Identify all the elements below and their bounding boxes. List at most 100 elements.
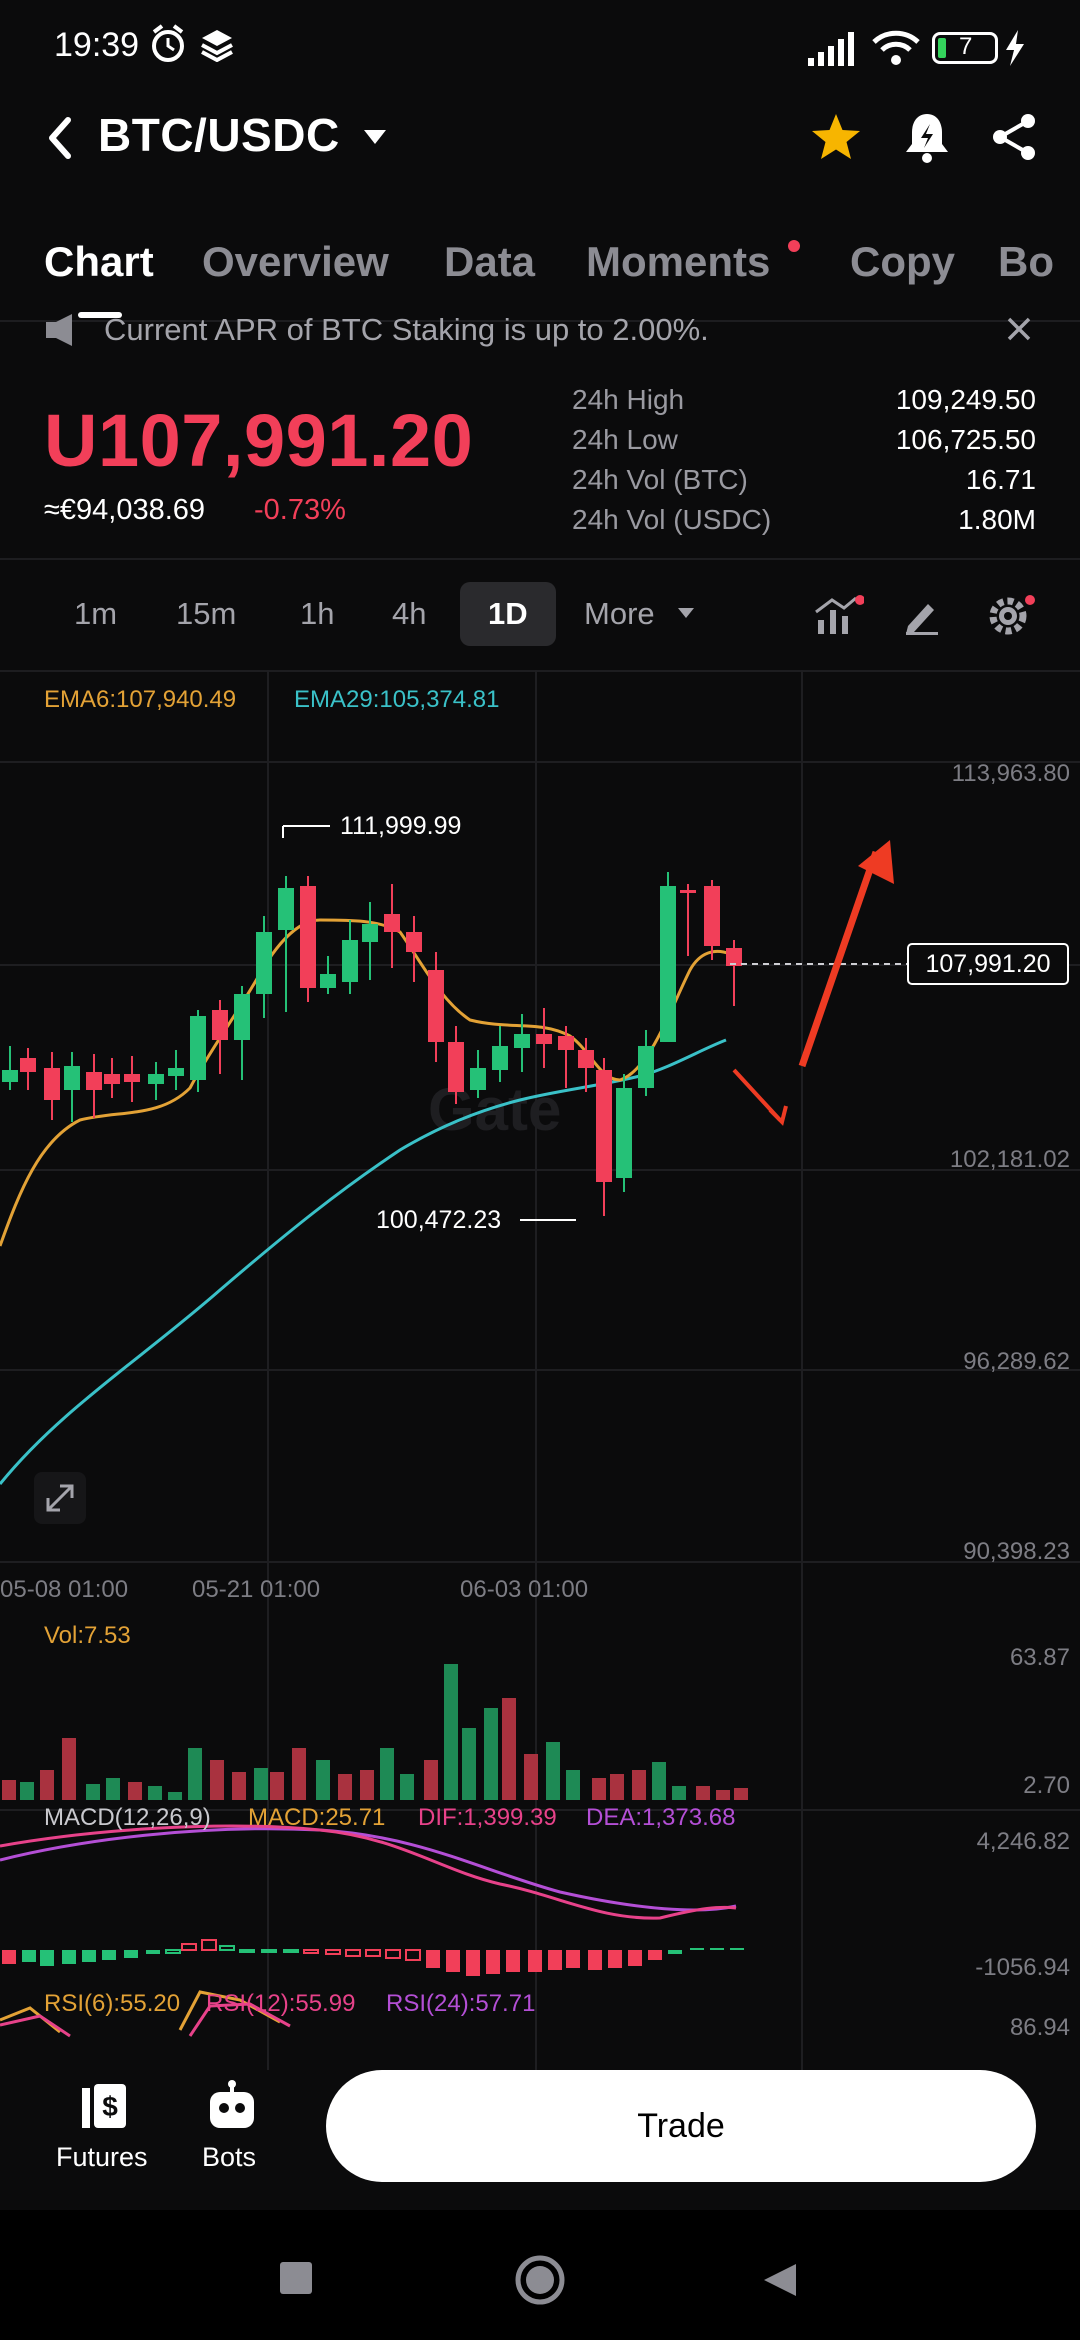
macd-hist-bar [466,1950,480,1976]
macd-histogram [2,1939,744,1976]
futures-label[interactable]: Futures [56,2142,148,2172]
section-divider [0,670,1080,672]
candle-body [190,1016,206,1080]
favorite-star-icon[interactable] [810,112,862,162]
status-time: 19:39 [54,26,140,64]
tab-copy[interactable]: Copy [850,238,955,285]
macd-hist-bar [40,1950,54,1966]
macd-hist-bar [648,1950,662,1960]
tab-bots[interactable]: Bo [998,238,1054,285]
home-icon[interactable] [514,2254,566,2306]
candle-body [704,886,720,946]
volume-bar [128,1782,142,1800]
chart-settings-gear-icon[interactable] [988,592,1038,638]
system-nav-bar [0,2210,1080,2340]
share-icon[interactable] [990,112,1040,162]
macd-hist-bar [165,1949,181,1954]
volume-bar [40,1770,54,1800]
volume-bar [444,1664,458,1800]
announcement-text[interactable]: Current APR of BTC Staking is up to 2.00… [104,312,709,347]
tab-data[interactable]: Data [444,238,536,285]
more-dropdown-icon[interactable] [676,606,696,620]
price-change: -0.73% [254,494,346,526]
high-marker-line [282,825,330,838]
macd-value: MACD:25.71 [248,1804,386,1831]
tab-divider [0,320,1080,322]
macd-hist-bar [628,1950,642,1966]
pair-title[interactable]: BTC/USDC [98,109,340,161]
candle-body [616,1088,632,1178]
macd-hist-bar [690,1948,704,1950]
macd-hist-bar [2,1950,16,1964]
interval-15m[interactable]: 15m [176,596,237,631]
tab-chart[interactable]: Chart [44,238,154,285]
candle-body [124,1074,140,1082]
candle-body [300,886,316,988]
futures-icon[interactable]: $ [80,2082,130,2132]
candle-body [44,1068,60,1100]
pair-dropdown-icon[interactable] [362,128,388,148]
tab-overview[interactable]: Overview [202,238,389,285]
tab-moments[interactable]: Moments [586,238,771,285]
candle-body [278,888,294,930]
rsi12-value: RSI(12):55.99 [206,1990,356,2017]
dif-line [0,1824,737,1920]
wifi-icon [872,30,920,65]
x-axis-label: 06-03 01:00 [460,1576,589,1603]
macd-hist-bar [588,1950,602,1970]
volume-bar [360,1770,374,1800]
candle-body [492,1046,508,1070]
volume-bar [338,1774,352,1800]
dea-value: DEA:1,373.68 [586,1804,736,1831]
candle-body [342,940,358,982]
drawn-arrowhead-down [768,1105,788,1126]
interval-1m[interactable]: 1m [74,596,118,631]
interval-1d[interactable]: 1D [488,596,528,631]
candle-body [212,1010,228,1040]
charging-icon [1006,30,1024,66]
back-nav-icon[interactable] [760,2260,800,2300]
candle-body [726,948,742,966]
drawn-arrowhead-up [858,840,894,884]
signal-icon [808,32,854,66]
draw-tool-icon[interactable] [902,596,942,636]
volume-axis-label: 2.70 [1023,1772,1070,1799]
stat-value: 16.71 [965,464,1036,495]
indicators-icon[interactable] [814,594,864,638]
macd-hist-bar [261,1949,277,1953]
bots-icon[interactable] [206,2080,258,2132]
alarm-icon [152,24,184,62]
current-price-tag [907,943,1069,985]
macd-hist-bar [730,1948,744,1950]
price-alert-bell-icon[interactable] [902,110,952,164]
y-axis-label: 90,398.23 [963,1538,1070,1565]
interval-more[interactable]: More [584,596,655,631]
interval-1h[interactable]: 1h [300,596,335,631]
close-announcement-icon[interactable] [1006,316,1032,342]
macd-hist-bar [325,1949,341,1955]
x-axis-label: 05-08 01:00 [0,1576,129,1603]
candle-body [578,1050,594,1068]
volume-axis-label: 63.87 [1009,1644,1070,1671]
volume-bar [20,1782,34,1800]
dif-value: DIF:1,399.39 [418,1804,557,1831]
volume-bar [168,1792,182,1800]
volume-bar [148,1786,162,1800]
layers-icon [201,30,233,62]
price-chart[interactable]: Gate 111,999.99 100,472.23 107,991.20 [0,670,1080,2070]
current-price-value: 107,991.20 [925,950,1050,978]
volume-bar [592,1778,606,1800]
candle-body [536,1034,552,1044]
candle-body [470,1068,486,1090]
macd-hist-bar [566,1950,580,1968]
trade-button[interactable]: Trade [326,2070,1036,2182]
recents-icon[interactable] [280,2262,312,2294]
stat-label: 24h High [572,384,685,415]
dea-line [0,1827,737,1912]
interval-4h[interactable]: 4h [392,596,427,631]
back-icon[interactable] [44,116,74,160]
bots-label[interactable]: Bots [202,2142,257,2172]
drawn-arrow-up [798,850,880,1068]
volume-bar [254,1768,268,1800]
candle-body [680,890,696,893]
